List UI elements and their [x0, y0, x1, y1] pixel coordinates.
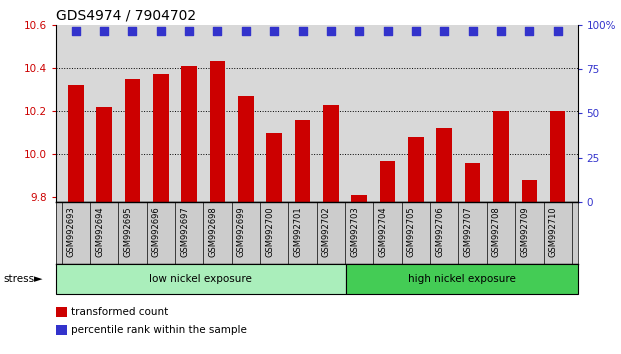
Bar — [380, 161, 396, 202]
Text: GSM992701: GSM992701 — [294, 207, 302, 257]
Point — [212, 28, 222, 34]
Text: ►: ► — [34, 274, 43, 284]
Point — [297, 28, 307, 34]
Bar — [68, 85, 84, 202]
Bar — [210, 62, 225, 202]
Bar — [550, 111, 566, 202]
Bar — [153, 74, 168, 202]
Bar — [493, 111, 509, 202]
Text: GSM992709: GSM992709 — [520, 207, 529, 257]
Text: GSM992695: GSM992695 — [124, 207, 132, 257]
Point — [553, 28, 563, 34]
Point — [411, 28, 421, 34]
Text: high nickel exposure: high nickel exposure — [407, 274, 515, 284]
Point — [383, 28, 392, 34]
Text: GSM992710: GSM992710 — [549, 207, 558, 257]
Text: GSM992699: GSM992699 — [237, 207, 246, 257]
Text: GSM992694: GSM992694 — [95, 207, 104, 257]
Text: GSM992705: GSM992705 — [407, 207, 416, 257]
Bar — [323, 105, 338, 202]
Bar — [125, 79, 140, 202]
Text: percentile rank within the sample: percentile rank within the sample — [71, 325, 247, 335]
Text: GSM992696: GSM992696 — [152, 207, 161, 257]
Bar — [266, 133, 282, 202]
Text: GSM992706: GSM992706 — [435, 207, 444, 257]
Text: GDS4974 / 7904702: GDS4974 / 7904702 — [56, 9, 196, 23]
Bar — [56, 264, 346, 294]
Bar — [181, 66, 197, 202]
Bar — [295, 120, 310, 202]
Bar — [351, 195, 367, 202]
Point — [99, 28, 109, 34]
Point — [184, 28, 194, 34]
Point — [270, 28, 279, 34]
Text: GSM992697: GSM992697 — [180, 207, 189, 257]
Point — [354, 28, 364, 34]
Point — [127, 28, 137, 34]
Text: GSM992707: GSM992707 — [464, 207, 473, 257]
Point — [71, 28, 81, 34]
Point — [496, 28, 506, 34]
Point — [156, 28, 166, 34]
Bar — [408, 137, 424, 202]
Bar — [522, 180, 537, 202]
Point — [439, 28, 449, 34]
Text: transformed count: transformed count — [71, 307, 168, 317]
Bar — [346, 264, 578, 294]
Bar — [96, 107, 112, 202]
Bar — [238, 96, 253, 202]
Bar — [437, 129, 452, 202]
Point — [326, 28, 336, 34]
Text: GSM992702: GSM992702 — [322, 207, 331, 257]
Point — [468, 28, 478, 34]
Point — [241, 28, 251, 34]
Text: GSM992704: GSM992704 — [379, 207, 388, 257]
Text: GSM992700: GSM992700 — [265, 207, 274, 257]
Point — [524, 28, 534, 34]
Text: low nickel exposure: low nickel exposure — [150, 274, 252, 284]
Text: stress: stress — [3, 274, 34, 284]
Bar — [465, 163, 481, 202]
Text: GSM992698: GSM992698 — [209, 207, 217, 257]
Text: GSM992708: GSM992708 — [492, 207, 501, 257]
Text: GSM992703: GSM992703 — [350, 207, 359, 257]
Text: GSM992693: GSM992693 — [66, 207, 76, 257]
